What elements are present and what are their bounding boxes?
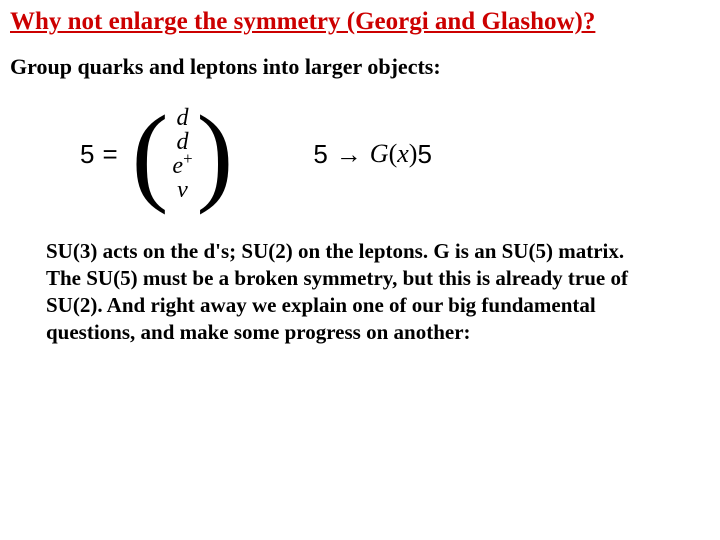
paren-left: ( (132, 110, 169, 198)
slide-subtitle: Group quarks and leptons into larger obj… (10, 54, 710, 80)
body-paragraph: SU(3) acts on the d's; SU(2) on the lept… (46, 238, 660, 346)
arrow-icon: → (336, 139, 362, 170)
eq-G: G (370, 139, 389, 169)
vec-entry-2: e+ (172, 154, 192, 178)
eq-open-paren: ( (389, 139, 398, 169)
column-vector: d d e+ ν (172, 106, 192, 202)
eq-rhs-5a: 5 (313, 139, 327, 170)
eq-lhs-5: 5 (80, 139, 94, 170)
vec-entry-0: d (176, 106, 188, 130)
equation-row: 5 = ( d d e+ ν ) 5 → G(x)5 (80, 106, 710, 202)
eq-x: x (397, 139, 409, 169)
slide-title: Why not enlarge the symmetry (Georgi and… (10, 8, 710, 36)
paren-right: ) (197, 110, 234, 198)
equation-left: 5 = ( d d e+ ν ) (80, 106, 233, 202)
slide: Why not enlarge the symmetry (Georgi and… (0, 0, 720, 540)
eq-close-paren: ) (409, 139, 418, 169)
vec-entry-3: ν (177, 178, 188, 202)
eq-rhs-5b: 5 (417, 139, 431, 170)
eq-equals: = (102, 139, 117, 170)
equation-right: 5 → G(x)5 (313, 139, 432, 170)
